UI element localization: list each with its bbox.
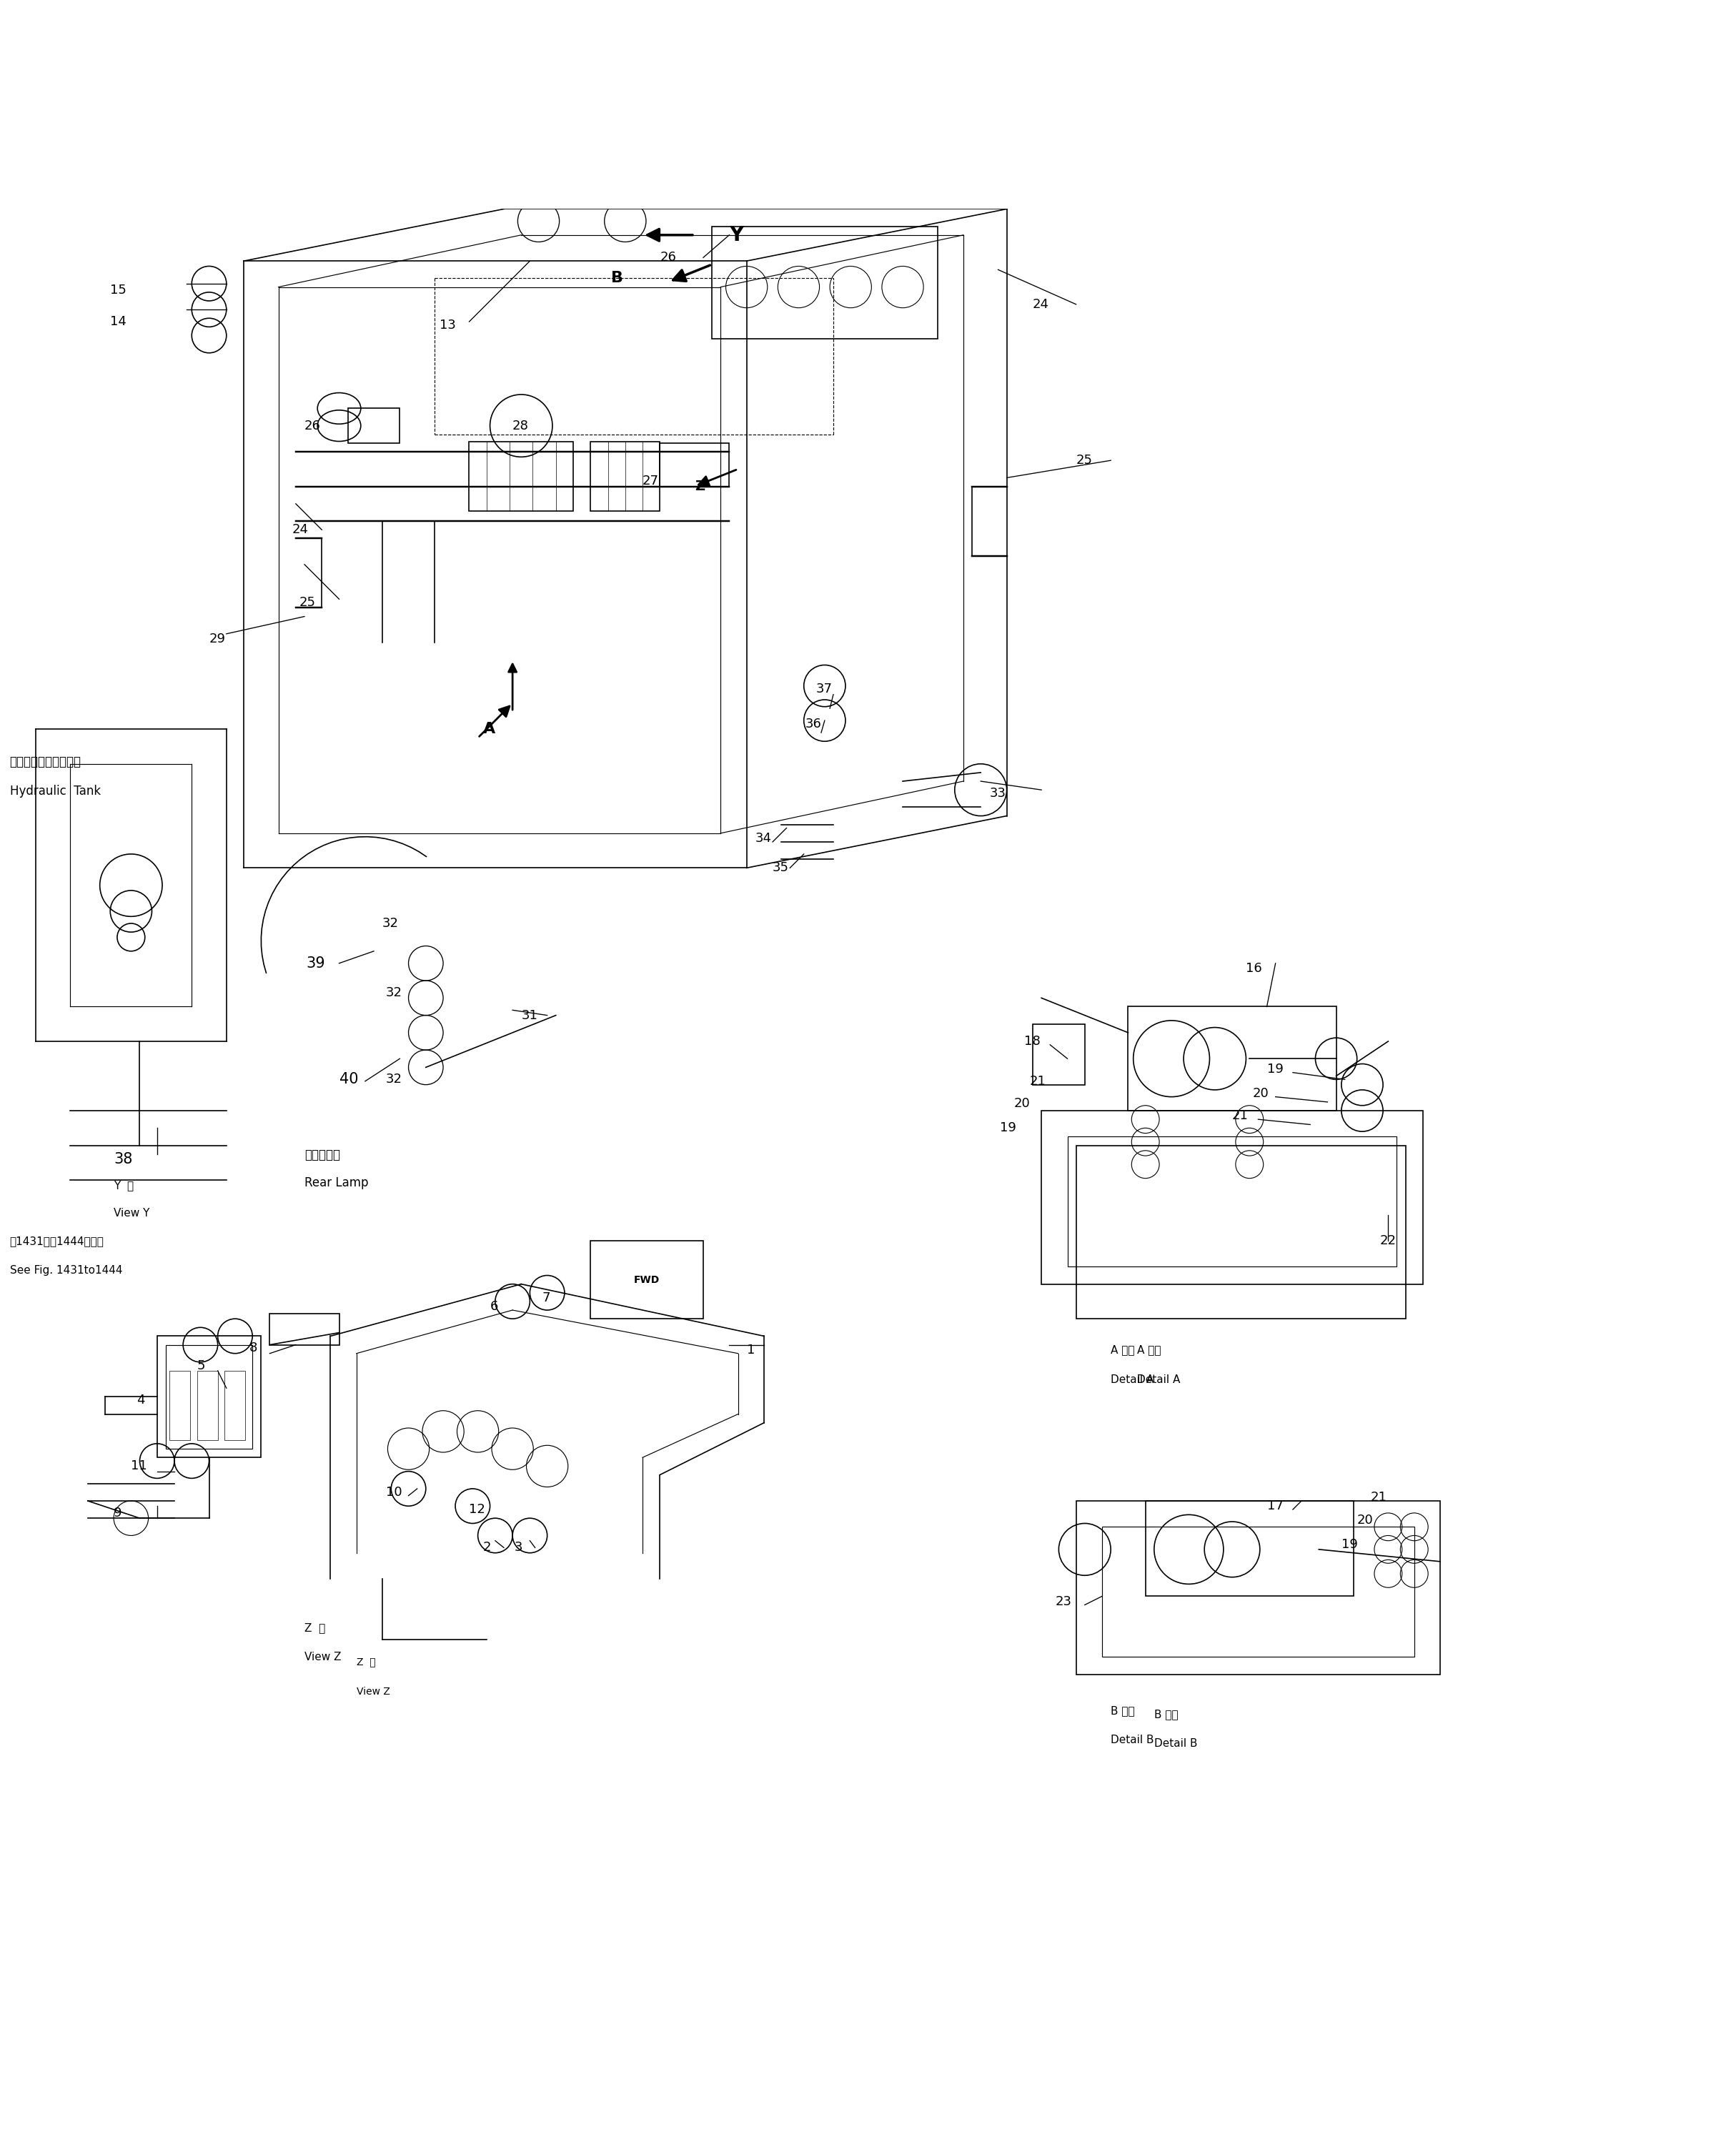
Text: 19: 19 <box>1267 1063 1283 1076</box>
Text: 20: 20 <box>1014 1098 1029 1110</box>
Text: B 詳細: B 詳細 <box>1111 1707 1135 1715</box>
Text: 20: 20 <box>1358 1513 1373 1526</box>
Text: Detail B: Detail B <box>1111 1735 1154 1745</box>
Text: 7: 7 <box>542 1291 550 1304</box>
Text: 24: 24 <box>292 523 309 536</box>
Text: B: B <box>611 271 623 286</box>
Text: 4: 4 <box>135 1394 144 1407</box>
Bar <box>1128 1007 1337 1110</box>
Text: 8: 8 <box>248 1343 257 1354</box>
Bar <box>1042 1110 1424 1285</box>
Bar <box>168 1371 189 1440</box>
Text: 12: 12 <box>469 1502 486 1515</box>
Bar <box>224 1371 245 1440</box>
Bar <box>590 441 660 510</box>
Text: 34: 34 <box>755 833 773 846</box>
Bar <box>1033 1024 1085 1085</box>
Bar <box>347 409 399 443</box>
Text: 25: 25 <box>1076 454 1092 467</box>
Text: 11: 11 <box>130 1459 148 1472</box>
Text: Detail B: Detail B <box>1154 1739 1198 1750</box>
Text: Z  視: Z 視 <box>304 1623 325 1633</box>
Bar <box>469 441 573 510</box>
Text: 33: 33 <box>990 788 1005 801</box>
Text: 9: 9 <box>113 1506 122 1519</box>
Text: 22: 22 <box>1380 1235 1396 1248</box>
Text: 38: 38 <box>113 1151 132 1166</box>
Text: 25: 25 <box>299 596 316 609</box>
Text: 第1431から1444図参照: 第1431から1444図参照 <box>10 1235 104 1246</box>
Text: 35: 35 <box>773 861 790 874</box>
Text: View Z: View Z <box>356 1687 391 1696</box>
Text: 14: 14 <box>109 314 127 327</box>
Text: A 詳細: A 詳細 <box>1137 1345 1161 1356</box>
Text: 21: 21 <box>1233 1110 1248 1123</box>
Text: 29: 29 <box>208 633 226 646</box>
Text: Y  視: Y 視 <box>113 1179 134 1190</box>
Text: 1: 1 <box>746 1343 755 1356</box>
Text: 32: 32 <box>385 986 403 999</box>
Bar <box>590 1242 703 1319</box>
Bar <box>196 1371 217 1440</box>
Bar <box>1076 1500 1441 1674</box>
Text: 26: 26 <box>304 420 321 433</box>
Text: 32: 32 <box>385 1074 403 1087</box>
Text: 5: 5 <box>196 1360 205 1373</box>
Text: 18: 18 <box>1024 1035 1040 1048</box>
Text: 39: 39 <box>306 955 325 971</box>
Text: 37: 37 <box>816 682 833 695</box>
Bar <box>712 226 937 340</box>
Text: 28: 28 <box>512 420 529 433</box>
Text: A: A <box>483 723 495 736</box>
Text: 31: 31 <box>521 1009 538 1022</box>
Text: Rear Lamp: Rear Lamp <box>304 1177 368 1190</box>
Text: Hydraulic  Tank: Hydraulic Tank <box>10 785 101 798</box>
Text: Y: Y <box>729 226 743 245</box>
Text: 10: 10 <box>385 1485 403 1498</box>
Text: View Y: View Y <box>113 1207 149 1218</box>
Text: 21: 21 <box>1371 1491 1387 1504</box>
Text: 15: 15 <box>109 284 127 297</box>
Text: 16: 16 <box>1246 962 1262 975</box>
Bar <box>1068 1136 1397 1268</box>
Text: リアランプ: リアランプ <box>304 1149 340 1162</box>
Text: 3: 3 <box>514 1541 523 1554</box>
Text: FWD: FWD <box>634 1274 660 1285</box>
Text: A 詳細: A 詳細 <box>1111 1345 1135 1356</box>
Text: 13: 13 <box>439 318 457 331</box>
Text: 21: 21 <box>1029 1074 1045 1087</box>
Text: Detail A: Detail A <box>1111 1375 1154 1386</box>
Bar <box>1102 1528 1415 1657</box>
Text: Z  視: Z 視 <box>356 1657 375 1668</box>
Bar <box>660 443 729 486</box>
Text: 23: 23 <box>1055 1595 1071 1608</box>
Text: Detail A: Detail A <box>1137 1375 1180 1386</box>
Bar <box>156 1336 260 1457</box>
Text: 24: 24 <box>1033 297 1049 310</box>
Text: 17: 17 <box>1267 1500 1283 1513</box>
Text: 19: 19 <box>1000 1121 1016 1134</box>
Text: 27: 27 <box>642 476 660 489</box>
Text: 20: 20 <box>1253 1087 1269 1100</box>
Text: View Z: View Z <box>304 1653 342 1663</box>
Bar <box>269 1313 339 1345</box>
Text: ハイドロリックタンク: ハイドロリックタンク <box>10 755 82 768</box>
Text: 26: 26 <box>660 252 677 265</box>
Text: 6: 6 <box>490 1300 498 1313</box>
Text: 40: 40 <box>339 1072 358 1087</box>
Text: 36: 36 <box>806 717 821 730</box>
Bar <box>165 1345 252 1448</box>
Text: 2: 2 <box>483 1541 491 1554</box>
Text: Z: Z <box>694 480 705 493</box>
Text: 19: 19 <box>1342 1539 1358 1552</box>
Text: 32: 32 <box>382 917 399 930</box>
Bar <box>1146 1500 1354 1597</box>
Text: See Fig. 1431to1444: See Fig. 1431to1444 <box>10 1265 122 1276</box>
Text: B 詳細: B 詳細 <box>1154 1709 1179 1719</box>
